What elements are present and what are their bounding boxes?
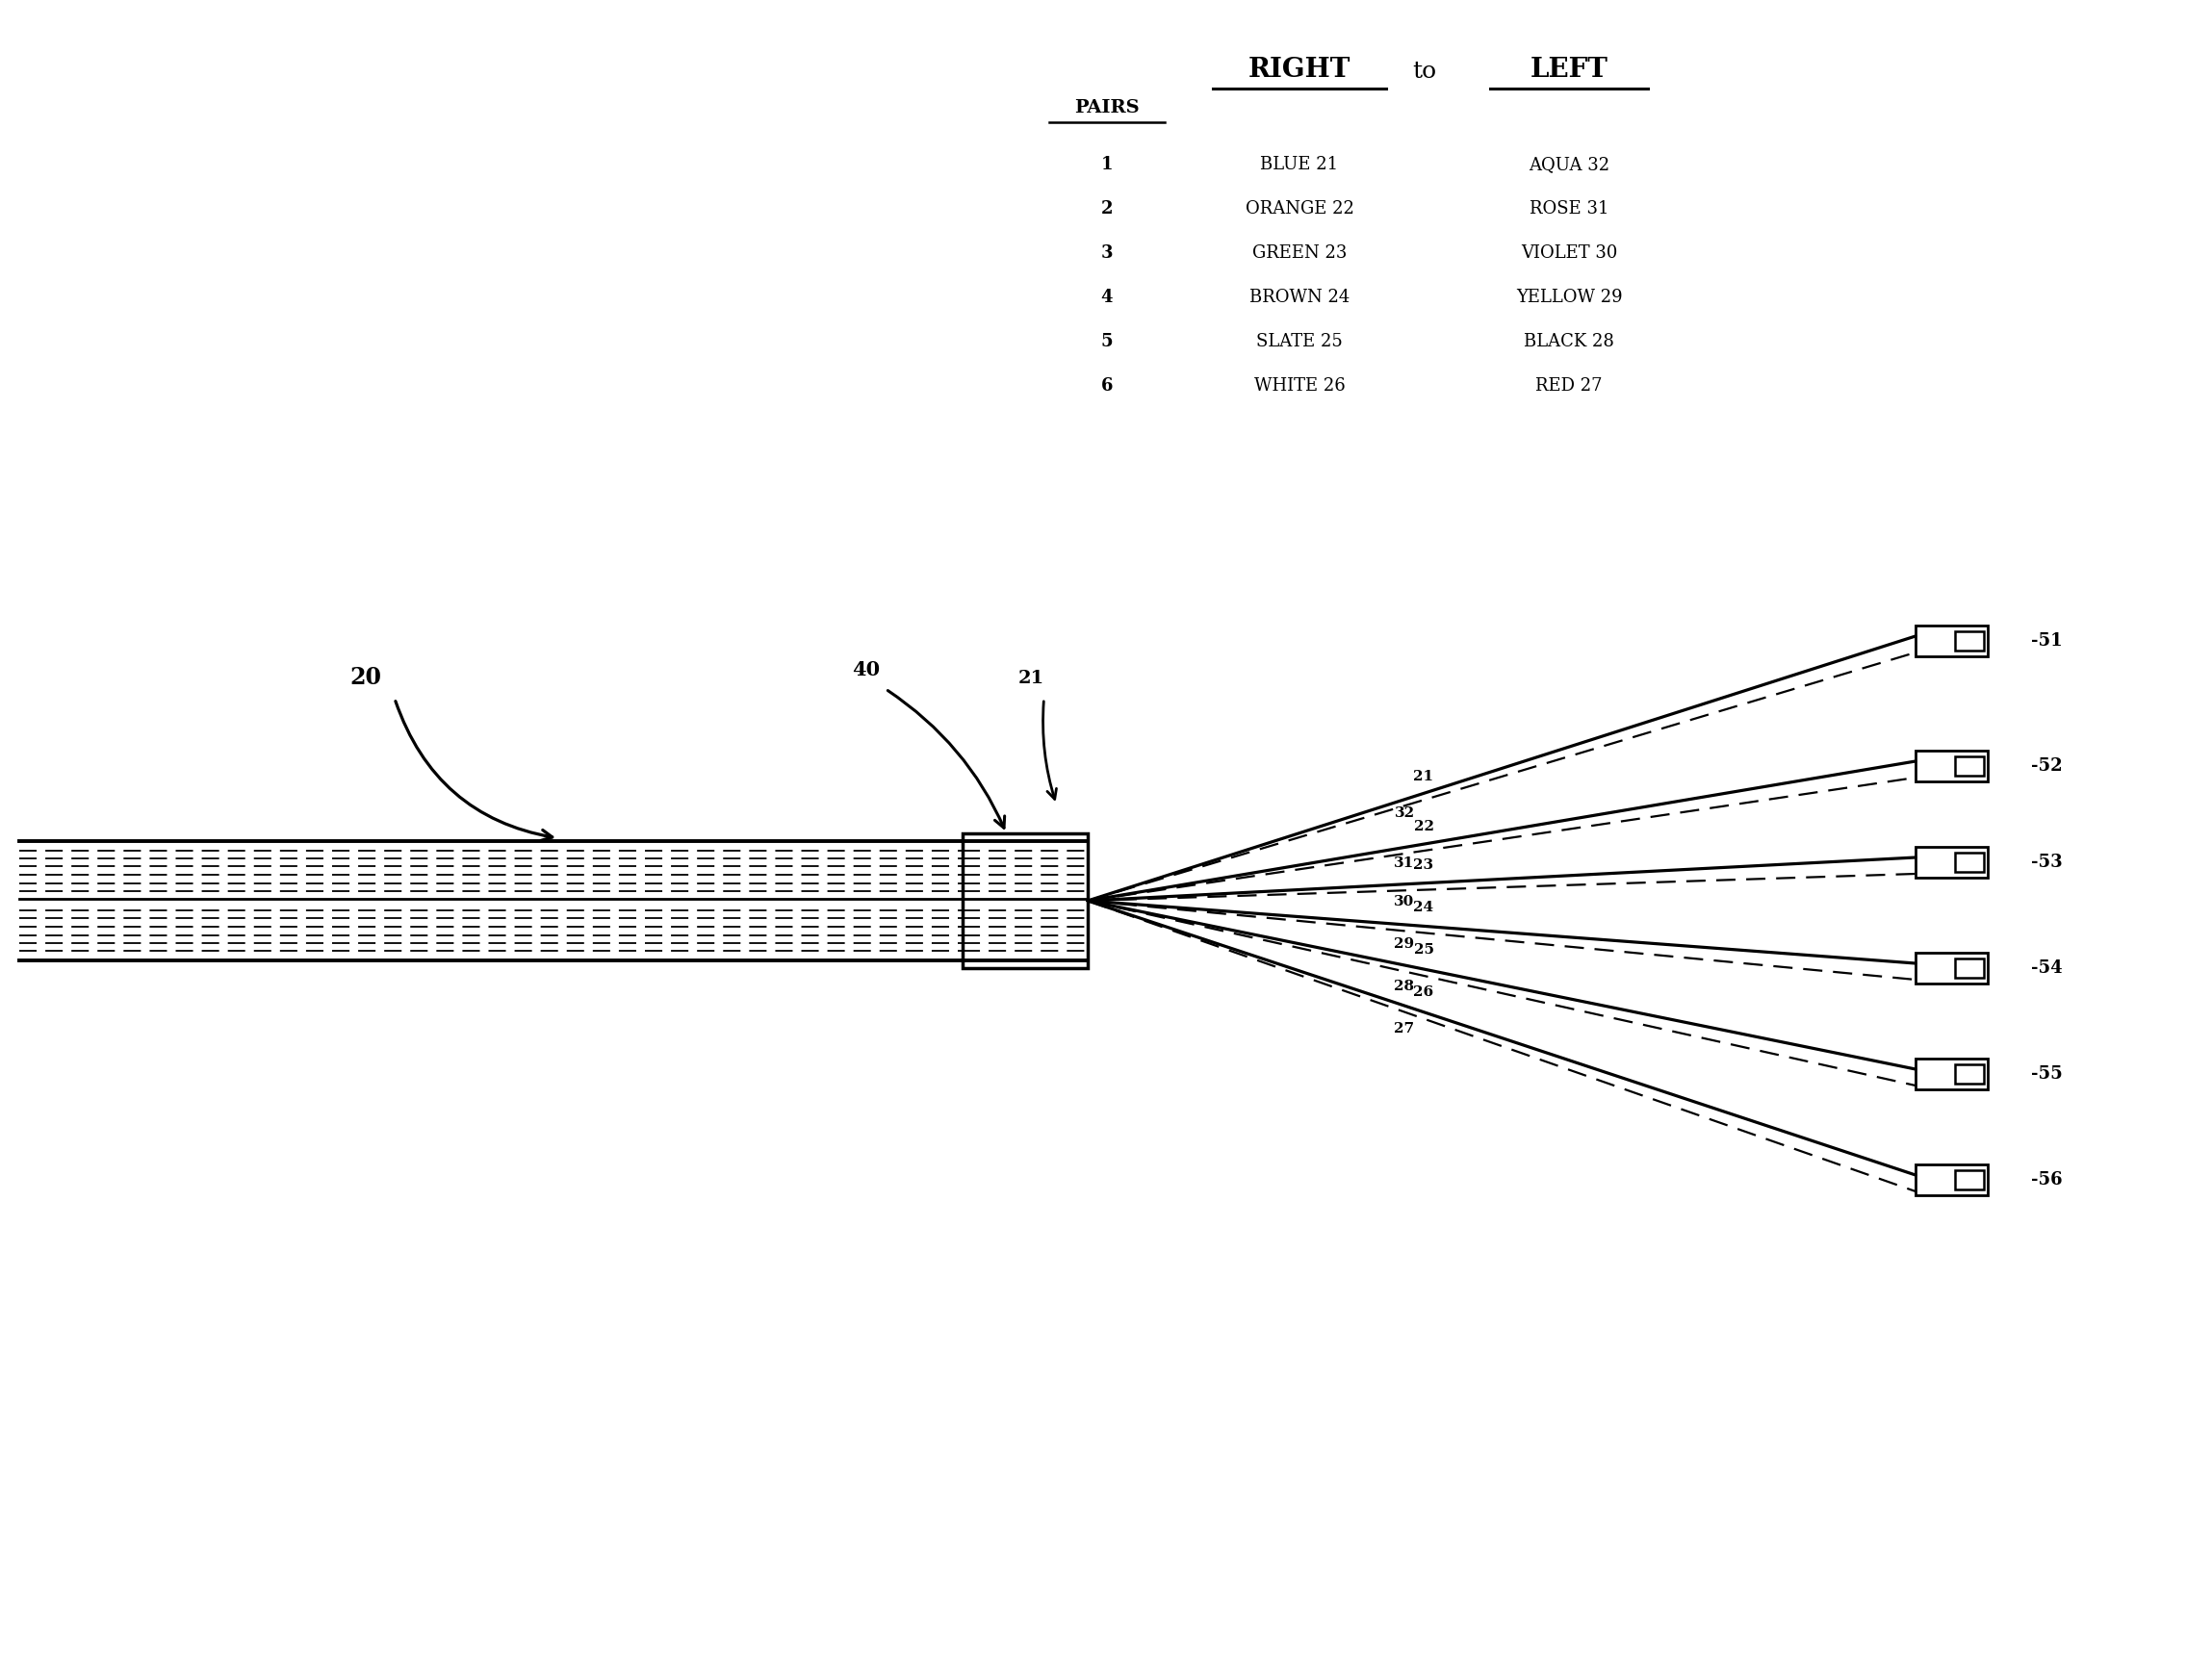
Text: 21: 21 xyxy=(1018,669,1044,688)
Text: 21: 21 xyxy=(1413,769,1433,784)
Bar xyxy=(1955,1171,1984,1189)
Text: -53: -53 xyxy=(2031,854,2062,870)
Text: PAIRS: PAIRS xyxy=(1075,100,1139,116)
Text: BLACK 28: BLACK 28 xyxy=(1524,332,1615,350)
Text: ORANGE 22: ORANGE 22 xyxy=(1245,201,1354,218)
Bar xyxy=(1916,751,1989,781)
Bar xyxy=(1955,756,1984,776)
Text: 4: 4 xyxy=(1102,289,1113,306)
Text: AQUA 32: AQUA 32 xyxy=(1528,156,1610,173)
Text: 30: 30 xyxy=(1394,895,1416,909)
Bar xyxy=(1955,631,1984,651)
Text: -54: -54 xyxy=(2031,960,2062,977)
Bar xyxy=(1955,958,1984,978)
Text: LEFT: LEFT xyxy=(1531,56,1608,83)
Text: -55: -55 xyxy=(2031,1065,2062,1083)
Text: 29: 29 xyxy=(1394,937,1413,950)
Bar xyxy=(1955,852,1984,872)
Text: -56: -56 xyxy=(2031,1171,2062,1189)
Text: ROSE 31: ROSE 31 xyxy=(1528,201,1608,218)
Text: 20: 20 xyxy=(349,666,383,689)
Text: 28: 28 xyxy=(1394,980,1413,993)
Bar xyxy=(1955,1065,1984,1083)
Text: 6: 6 xyxy=(1102,377,1113,395)
Text: 3: 3 xyxy=(1102,244,1113,262)
Bar xyxy=(1916,1058,1989,1090)
Text: 40: 40 xyxy=(852,659,880,679)
Text: to: to xyxy=(1413,61,1438,83)
Text: 22: 22 xyxy=(1413,821,1433,834)
Bar xyxy=(1916,847,1989,877)
Text: 5: 5 xyxy=(1102,332,1113,350)
Text: 31: 31 xyxy=(1394,857,1416,870)
Text: -51: -51 xyxy=(2031,633,2062,649)
Text: GREEN 23: GREEN 23 xyxy=(1252,244,1347,262)
Text: 26: 26 xyxy=(1413,985,1433,998)
Text: WHITE 26: WHITE 26 xyxy=(1254,377,1345,395)
Bar xyxy=(1916,953,1989,983)
Bar xyxy=(962,834,1088,968)
Text: SLATE 25: SLATE 25 xyxy=(1256,332,1343,350)
Bar xyxy=(1916,626,1989,656)
Text: -52: -52 xyxy=(2031,757,2062,774)
Text: 32: 32 xyxy=(1394,806,1413,821)
Text: BROWN 24: BROWN 24 xyxy=(1250,289,1349,306)
Text: RED 27: RED 27 xyxy=(1535,377,1601,395)
Text: 24: 24 xyxy=(1413,900,1433,914)
Text: 2: 2 xyxy=(1102,201,1113,218)
Bar xyxy=(1916,1164,1989,1196)
Text: 25: 25 xyxy=(1413,943,1433,957)
Text: RIGHT: RIGHT xyxy=(1248,56,1352,83)
Text: 23: 23 xyxy=(1413,859,1433,872)
Text: 27: 27 xyxy=(1394,1022,1413,1035)
Text: YELLOW 29: YELLOW 29 xyxy=(1515,289,1621,306)
Text: VIOLET 30: VIOLET 30 xyxy=(1520,244,1617,262)
Text: BLUE 21: BLUE 21 xyxy=(1261,156,1338,173)
Text: 1: 1 xyxy=(1102,156,1113,173)
